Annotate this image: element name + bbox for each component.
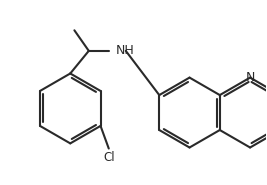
Text: Cl: Cl <box>103 151 115 164</box>
Text: N: N <box>245 71 255 84</box>
Text: NH: NH <box>116 44 134 57</box>
